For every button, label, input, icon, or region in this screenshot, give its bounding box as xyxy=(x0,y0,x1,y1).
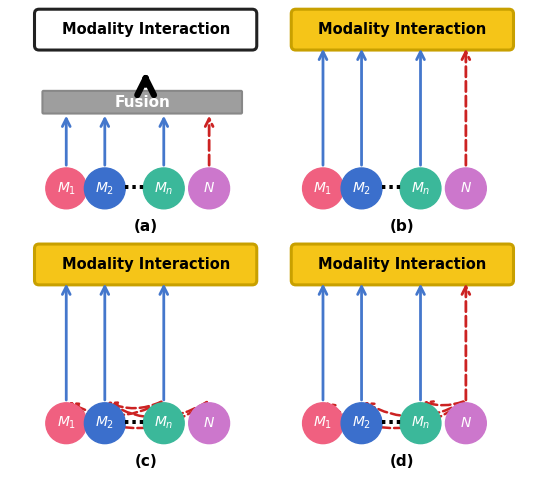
Text: ···: ··· xyxy=(380,414,402,433)
Text: $M_2$: $M_2$ xyxy=(95,180,115,196)
Circle shape xyxy=(341,403,382,444)
FancyBboxPatch shape xyxy=(42,91,242,114)
Circle shape xyxy=(341,168,382,209)
Text: $M_2$: $M_2$ xyxy=(95,415,115,432)
Text: $M_2$: $M_2$ xyxy=(352,415,371,432)
Text: $M_2$: $M_2$ xyxy=(352,180,371,196)
Circle shape xyxy=(84,168,125,209)
Circle shape xyxy=(302,168,344,209)
Text: Fusion: Fusion xyxy=(115,95,170,109)
Text: $M_n$: $M_n$ xyxy=(411,415,430,432)
Text: $M_1$: $M_1$ xyxy=(56,180,76,196)
FancyBboxPatch shape xyxy=(35,244,257,285)
Circle shape xyxy=(446,168,486,209)
Circle shape xyxy=(144,403,184,444)
Text: Modality Interaction: Modality Interaction xyxy=(61,22,230,37)
Circle shape xyxy=(189,403,230,444)
Text: (d): (d) xyxy=(390,454,415,469)
Text: $M_1$: $M_1$ xyxy=(313,415,333,432)
Circle shape xyxy=(144,168,184,209)
Text: $N$: $N$ xyxy=(203,181,215,196)
Circle shape xyxy=(84,403,125,444)
Circle shape xyxy=(446,403,486,444)
FancyBboxPatch shape xyxy=(35,9,257,50)
Text: Modality Interaction: Modality Interaction xyxy=(318,22,487,37)
Text: $M_n$: $M_n$ xyxy=(154,180,174,196)
Text: (c): (c) xyxy=(134,454,157,469)
Text: $N$: $N$ xyxy=(460,181,472,196)
FancyBboxPatch shape xyxy=(291,244,513,285)
FancyBboxPatch shape xyxy=(291,9,513,50)
Circle shape xyxy=(46,403,87,444)
Text: $M_n$: $M_n$ xyxy=(154,415,174,432)
Text: $M_n$: $M_n$ xyxy=(411,180,430,196)
Text: (a): (a) xyxy=(134,219,158,234)
Text: ···: ··· xyxy=(380,179,402,198)
Text: $N$: $N$ xyxy=(203,416,215,430)
Text: ···: ··· xyxy=(123,414,145,433)
Text: $M_1$: $M_1$ xyxy=(313,180,333,196)
Circle shape xyxy=(400,403,441,444)
Circle shape xyxy=(302,403,344,444)
Text: (b): (b) xyxy=(390,219,415,234)
Text: $M_1$: $M_1$ xyxy=(56,415,76,432)
Text: Modality Interaction: Modality Interaction xyxy=(61,257,230,272)
Text: $N$: $N$ xyxy=(460,416,472,430)
Text: ···: ··· xyxy=(123,179,145,198)
Circle shape xyxy=(46,168,87,209)
Circle shape xyxy=(189,168,230,209)
Text: Modality Interaction: Modality Interaction xyxy=(318,257,487,272)
Circle shape xyxy=(400,168,441,209)
